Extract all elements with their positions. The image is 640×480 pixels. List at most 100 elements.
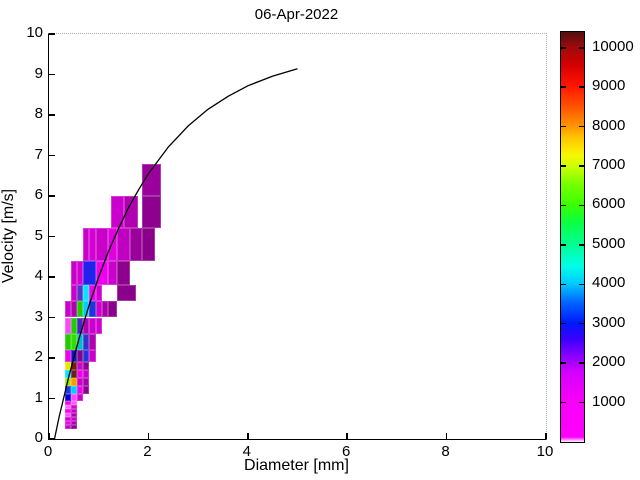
x-tick-label: 2 xyxy=(143,443,152,460)
colorbar-tick-mark xyxy=(579,322,584,325)
heatmap-cell xyxy=(117,285,136,302)
y-tick-label: 1 xyxy=(34,388,43,406)
heatmap-cell xyxy=(76,301,84,318)
heatmap-cell xyxy=(117,228,130,261)
colorbar-tick-mark xyxy=(579,125,584,128)
x-tick-label: 4 xyxy=(242,443,251,460)
heatmap-cell xyxy=(76,285,84,302)
y-tick-mark xyxy=(49,235,55,238)
heatmap-cell xyxy=(64,404,71,409)
heatmap-cell xyxy=(64,424,71,429)
heatmap-cell xyxy=(64,317,71,334)
heatmap-cell xyxy=(142,196,161,229)
colorbar-tick-mark xyxy=(561,401,566,404)
plot-title: 06-Apr-2022 xyxy=(254,6,339,23)
heatmap-cell xyxy=(89,317,96,334)
heatmap-cell xyxy=(123,196,139,229)
y-tick-mark xyxy=(49,73,55,76)
heatmap-cell xyxy=(83,228,90,261)
heatmap-cell xyxy=(83,370,90,379)
heatmap-cell xyxy=(64,416,71,421)
colorbar-tick-mark xyxy=(579,283,584,286)
colorbar xyxy=(560,31,585,443)
y-tick-label: 2 xyxy=(34,348,43,365)
heatmap-cell xyxy=(64,301,71,318)
x-tick-label: 10 xyxy=(536,443,554,460)
heatmap-cell xyxy=(64,333,71,350)
heatmap-cell xyxy=(83,386,90,395)
heatmap-cell xyxy=(76,386,84,395)
heatmap-cell xyxy=(70,394,77,401)
heatmap-cell xyxy=(89,333,96,350)
heatmap-cell xyxy=(64,349,71,363)
colorbar-tick-label: 9000 xyxy=(592,77,626,95)
heatmap-cell xyxy=(70,285,77,302)
y-tick-mark xyxy=(49,195,55,197)
heatmap-cell xyxy=(70,408,77,413)
colorbar-tick-label: 4000 xyxy=(592,274,626,292)
y-tick-mark xyxy=(49,276,55,278)
heatmap-cell xyxy=(70,301,77,318)
heatmap-cell xyxy=(129,228,143,261)
y-tick-mark xyxy=(49,114,55,116)
heatmap-cell xyxy=(70,424,77,429)
x-tick-label: 6 xyxy=(342,443,351,460)
colorbar-tick-mark xyxy=(561,204,566,207)
heatmap-cell xyxy=(95,228,108,261)
heatmap-cell xyxy=(83,378,90,387)
y-tick-label: 0 xyxy=(34,429,43,446)
colorbar-tick-mark xyxy=(579,86,584,88)
heatmap-cell xyxy=(83,260,96,286)
heatmap-cell xyxy=(70,416,77,421)
x-tick-mark xyxy=(346,433,348,439)
heatmap-cell xyxy=(64,386,71,395)
heatmap-cell xyxy=(101,301,108,318)
heatmap-cell xyxy=(64,394,71,401)
heatmap-cell xyxy=(70,420,77,425)
heatmap-cell xyxy=(142,163,161,196)
y-tick-mark xyxy=(49,438,55,440)
colorbar-tick-mark xyxy=(579,244,584,246)
heatmap-cell xyxy=(142,228,155,261)
heatmap-cell xyxy=(89,228,96,261)
heatmap-cell xyxy=(70,333,77,350)
x-axis-label: Diameter [mm] xyxy=(244,457,349,474)
colorbar-tick-mark xyxy=(561,244,566,246)
heatmap-cell xyxy=(76,333,84,350)
heatmap-cell xyxy=(70,412,77,417)
x-tick-mark xyxy=(247,433,249,439)
y-tick-mark xyxy=(49,316,55,319)
colorbar-tick-label: 8000 xyxy=(592,116,626,134)
heatmap-cell xyxy=(107,260,118,286)
heatmap-cell xyxy=(89,285,96,302)
colorbar-tick-label: 6000 xyxy=(592,195,626,213)
y-tick-label: 5 xyxy=(34,226,43,244)
heatmap-cell xyxy=(76,370,84,379)
x-tick-label: 0 xyxy=(43,443,53,460)
heatmap-cell xyxy=(76,349,84,363)
heatmap-cell xyxy=(83,349,90,363)
x-tick-mark xyxy=(147,433,150,439)
colorbar-tick-label: 10000 xyxy=(592,37,634,55)
colorbar-tick-label: 2000 xyxy=(592,353,626,371)
heatmap-cell xyxy=(70,260,77,286)
colorbar-tick-label: 1000 xyxy=(592,392,626,410)
heatmap-cell xyxy=(70,404,77,409)
heatmap-cell xyxy=(70,317,77,334)
heatmap-layer xyxy=(49,34,546,439)
colorbar-tick-mark xyxy=(579,165,584,167)
colorbar-tick-mark xyxy=(561,362,566,364)
y-tick-mark xyxy=(49,33,55,35)
heatmap-cell xyxy=(107,228,118,261)
heatmap-cell xyxy=(95,317,102,334)
heatmap-cell xyxy=(83,362,90,371)
colorbar-tick-mark xyxy=(579,362,584,364)
heatmap-cell xyxy=(117,260,130,286)
y-tick-label: 6 xyxy=(34,186,43,203)
x-tick-mark xyxy=(545,433,547,439)
plot-area xyxy=(48,33,547,440)
heatmap-cell xyxy=(70,370,77,379)
heatmap-cell xyxy=(89,349,96,363)
heatmap-cell xyxy=(64,408,71,413)
x-tick-label: 8 xyxy=(441,443,450,460)
